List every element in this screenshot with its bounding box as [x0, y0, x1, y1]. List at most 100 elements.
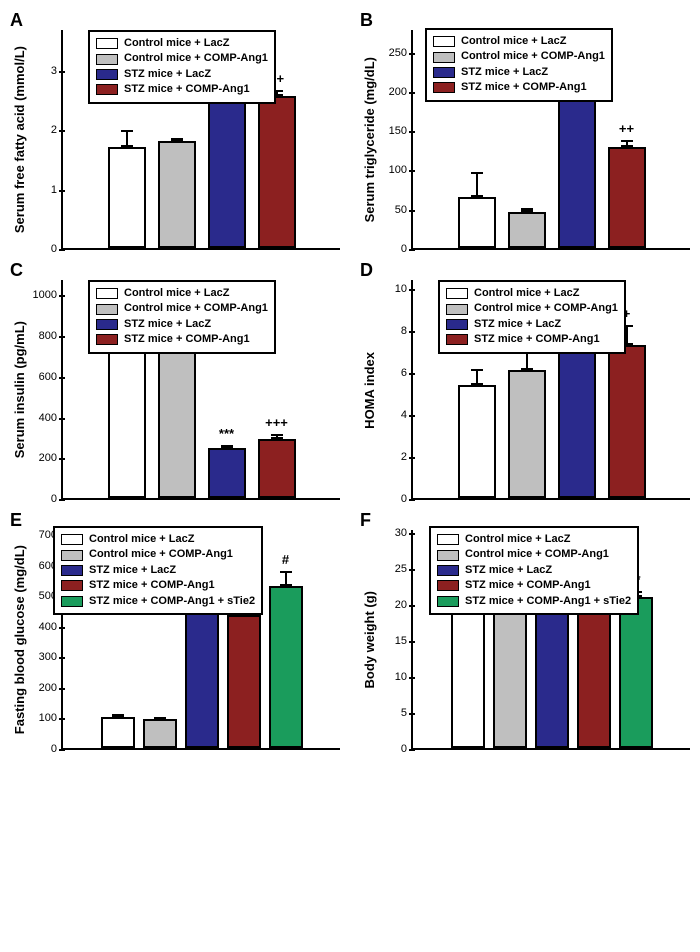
- panel-label: F: [360, 510, 371, 531]
- legend-label: Control mice + COMP-Ang1: [124, 301, 268, 316]
- bar: #: [269, 586, 303, 748]
- bar: ++: [227, 615, 261, 748]
- legend-label: Control mice + LacZ: [124, 286, 229, 301]
- bar: [458, 385, 496, 498]
- legend-item: Control mice + COMP-Ang1: [446, 301, 618, 316]
- panel-B: BSerum triglyceride (mg/dL)0501001502002…: [360, 10, 690, 250]
- y-tick: 15: [395, 635, 413, 647]
- plot-area: 0123Control mice + LacZControl mice + CO…: [61, 30, 340, 250]
- legend-label: STZ mice + LacZ: [474, 317, 561, 332]
- legend-item: Control mice + COMP-Ang1: [437, 547, 631, 562]
- y-tick: 0: [51, 493, 63, 505]
- legend-swatch: [96, 319, 118, 330]
- y-tick: 50: [395, 204, 413, 216]
- y-tick: 150: [389, 125, 413, 137]
- legend-item: Control mice + LacZ: [433, 34, 605, 49]
- legend-swatch: [446, 304, 468, 315]
- y-tick: 600: [39, 371, 63, 383]
- bar: [458, 197, 496, 248]
- legend-item: STZ mice + COMP-Ang1: [96, 82, 268, 97]
- legend-item: STZ mice + LacZ: [433, 65, 605, 80]
- error-bar: [526, 208, 528, 212]
- chart-area: Fasting blood glucose (mg/dL)01002003004…: [10, 530, 340, 750]
- legend-swatch: [437, 580, 459, 591]
- significance-marker: ++: [619, 121, 634, 136]
- legend-swatch: [446, 334, 468, 345]
- y-tick: 2: [401, 451, 413, 463]
- panel-E: EFasting blood glucose (mg/dL)0100200300…: [10, 510, 340, 750]
- legend-item: STZ mice + COMP-Ang1: [96, 332, 268, 347]
- error-bar: [176, 138, 178, 141]
- bar: [508, 370, 546, 498]
- y-tick: 200: [389, 86, 413, 98]
- error-bar: [626, 140, 628, 148]
- legend-item: STZ mice + COMP-Ang1 + sTie2: [437, 594, 631, 609]
- panel-label: D: [360, 260, 373, 281]
- legend-label: Control mice + LacZ: [465, 532, 570, 547]
- y-tick: 1000: [33, 289, 63, 301]
- y-tick: 300: [39, 651, 63, 663]
- legend-item: STZ mice + LacZ: [437, 563, 631, 578]
- legend-swatch: [433, 36, 455, 47]
- y-tick: 0: [401, 493, 413, 505]
- legend-label: Control mice + COMP-Ang1: [89, 547, 233, 562]
- y-tick: 4: [401, 409, 413, 421]
- significance-marker: ***: [219, 426, 234, 441]
- y-tick: 30: [395, 527, 413, 539]
- legend-swatch: [433, 52, 455, 63]
- y-tick: 400: [39, 412, 63, 424]
- legend-label: STZ mice + COMP-Ang1: [124, 82, 250, 97]
- legend-swatch: [96, 334, 118, 345]
- bar: [158, 141, 196, 248]
- legend-item: STZ mice + COMP-Ang1: [437, 578, 631, 593]
- panel-label: B: [360, 10, 373, 31]
- y-axis-label: Serum free fatty acid (mmol/L): [10, 46, 29, 233]
- y-tick: 400: [39, 621, 63, 633]
- bar: ++: [258, 96, 296, 248]
- legend-swatch: [61, 580, 83, 591]
- y-tick: 0: [401, 743, 413, 755]
- y-tick: 10: [395, 671, 413, 683]
- bar: [108, 147, 146, 248]
- plot-area: 051015202530Control mice + LacZControl m…: [411, 530, 690, 750]
- legend-label: STZ mice + LacZ: [124, 317, 211, 332]
- error-bar: [159, 717, 161, 719]
- chart-area: Body weight (g)051015202530Control mice …: [360, 530, 690, 750]
- legend-label: Control mice + COMP-Ang1: [465, 547, 609, 562]
- legend-swatch: [96, 84, 118, 95]
- error-bar: [126, 130, 128, 147]
- legend-swatch: [437, 550, 459, 561]
- figure-grid: ASerum free fatty acid (mmol/L)0123Contr…: [10, 10, 690, 750]
- error-bar: [276, 434, 278, 438]
- legend-label: Control mice + LacZ: [474, 286, 579, 301]
- legend-item: STZ mice + COMP-Ang1: [61, 578, 255, 593]
- legend-swatch: [433, 82, 455, 93]
- y-axis-label: Serum insulin (pg/mL): [10, 321, 29, 458]
- legend-item: Control mice + COMP-Ang1: [96, 51, 268, 66]
- legend-swatch: [437, 565, 459, 576]
- legend: Control mice + LacZControl mice + COMP-A…: [88, 30, 276, 104]
- y-tick: 1: [51, 184, 63, 196]
- significance-marker: +++: [265, 415, 288, 430]
- plot-area: 0246810Control mice + LacZControl mice +…: [411, 280, 690, 500]
- legend-item: Control mice + LacZ: [437, 532, 631, 547]
- bar: [108, 340, 146, 498]
- legend-label: STZ mice + LacZ: [461, 65, 548, 80]
- y-tick: 800: [39, 330, 63, 342]
- panel-A: ASerum free fatty acid (mmol/L)0123Contr…: [10, 10, 340, 250]
- legend-label: Control mice + COMP-Ang1: [461, 49, 605, 64]
- bar: ***: [208, 448, 246, 498]
- legend-swatch: [446, 319, 468, 330]
- y-axis-label: HOMA index: [360, 352, 379, 429]
- y-tick: 5: [401, 707, 413, 719]
- chart-area: Serum triglyceride (mg/dL)05010015020025…: [360, 30, 690, 250]
- legend-item: Control mice + LacZ: [61, 532, 255, 547]
- legend-item: STZ mice + COMP-Ang1 + sTie2: [61, 594, 255, 609]
- legend-swatch: [61, 565, 83, 576]
- legend-swatch: [96, 288, 118, 299]
- bar: +++: [258, 439, 296, 498]
- y-tick: 0: [51, 243, 63, 255]
- chart-area: HOMA index 0246810Control mice + LacZCont…: [360, 280, 690, 500]
- legend-label: Control mice + COMP-Ang1: [124, 51, 268, 66]
- plot-area: 02004006008001000Control mice + LacZCont…: [61, 280, 340, 500]
